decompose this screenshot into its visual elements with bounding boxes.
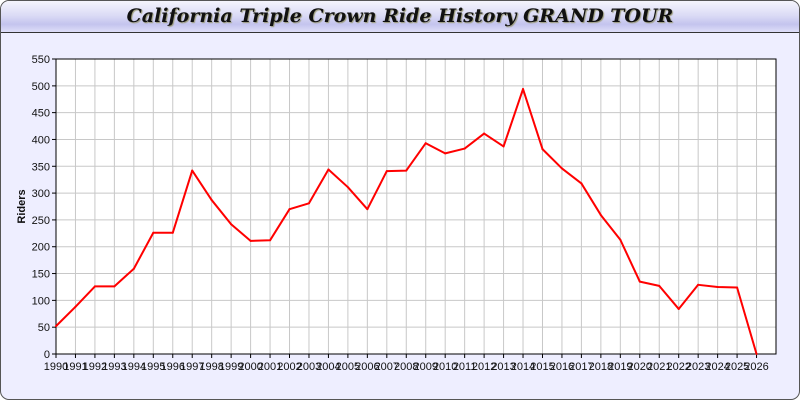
x-tick-label: 2010 [433, 361, 457, 373]
data-point [658, 284, 661, 287]
data-point [113, 285, 116, 288]
x-tick-label: 2023 [686, 361, 710, 373]
x-tick-label: 2000 [238, 361, 262, 373]
data-point [93, 285, 96, 288]
x-tick-label: 1991 [63, 361, 87, 373]
x-tick-label: 2008 [394, 361, 418, 373]
y-tick-label: 500 [32, 81, 50, 93]
title-bar: California Triple Crown Ride History GRA… [1, 1, 799, 33]
plot-border [55, 58, 777, 355]
x-tick-label: 1993 [102, 361, 126, 373]
x-tick-label: 2007 [375, 361, 399, 373]
data-point [483, 132, 486, 135]
x-tick-label: 1990 [44, 361, 68, 373]
data-point [541, 148, 544, 151]
data-point [366, 208, 369, 211]
x-tick-label: 2012 [472, 361, 496, 373]
x-tick-label: 2020 [628, 361, 652, 373]
data-point [502, 145, 505, 148]
data-point [132, 267, 135, 270]
data-point [191, 169, 194, 172]
data-point [307, 202, 310, 205]
data-point [230, 223, 233, 226]
y-tick-label: 100 [32, 295, 50, 307]
y-tick-label: 0 [44, 349, 50, 361]
y-axis-label: Riders [16, 189, 28, 223]
data-point [677, 307, 680, 310]
x-tick-label: 2016 [550, 361, 574, 373]
x-tick-label: 2001 [258, 361, 282, 373]
x-tick-label: 2015 [530, 361, 554, 373]
x-tick-label: 2021 [647, 361, 671, 373]
x-tick-label: 2019 [608, 361, 632, 373]
data-point [716, 285, 719, 288]
y-tick-label: 400 [32, 134, 50, 146]
data-point [385, 170, 388, 173]
x-tick-label: 2018 [589, 361, 613, 373]
data-point [74, 305, 77, 308]
x-tick-label: 2014 [511, 361, 535, 373]
y-tick-label: 150 [32, 269, 50, 281]
x-tick-label: 2009 [413, 361, 437, 373]
data-point [522, 88, 525, 91]
data-point [346, 186, 349, 189]
x-tick-label: 1995 [141, 361, 165, 373]
data-point [210, 199, 213, 202]
data-point [327, 168, 330, 171]
data-point [736, 286, 739, 289]
x-tick-label: 2022 [666, 361, 690, 373]
x-tick-label: 2024 [705, 361, 729, 373]
data-point [619, 238, 622, 241]
y-tick-label: 350 [32, 161, 50, 173]
data-point [171, 231, 174, 234]
data-point [269, 239, 272, 242]
x-tick-label: 2026 [744, 361, 768, 373]
data-point [638, 280, 641, 283]
y-tick-label: 550 [32, 54, 50, 66]
x-tick-label: 2013 [491, 361, 515, 373]
data-point [755, 353, 758, 355]
y-tick-label: 300 [32, 188, 50, 200]
x-tick-label: 1994 [122, 361, 146, 373]
plot-area [56, 59, 776, 354]
data-point [249, 239, 252, 242]
y-tick-label: 450 [32, 108, 50, 120]
x-tick-label: 1998 [199, 361, 223, 373]
data-point [580, 182, 583, 185]
data-point [560, 167, 563, 170]
x-tick-label: 2004 [316, 361, 340, 373]
x-tick-label: 2003 [297, 361, 321, 373]
y-tick-label: 200 [32, 242, 50, 254]
x-tick-label: 2017 [569, 361, 593, 373]
x-tick-label: 1996 [161, 361, 185, 373]
x-tick-label: 1999 [219, 361, 243, 373]
data-point [405, 169, 408, 172]
data-point [444, 152, 447, 155]
x-tick-label: 2006 [355, 361, 379, 373]
x-tick-label: 2005 [336, 361, 360, 373]
data-point [697, 283, 700, 286]
y-tick-label: 250 [32, 215, 50, 227]
x-tick-label: 2002 [277, 361, 301, 373]
x-tick-label: 1997 [180, 361, 204, 373]
data-point [152, 231, 155, 234]
x-tick-label: 2025 [725, 361, 749, 373]
data-point [599, 214, 602, 217]
data-point [288, 208, 291, 211]
data-point [424, 142, 427, 145]
x-tick-label: 1992 [83, 361, 107, 373]
chart-title: California Triple Crown Ride History GRA… [126, 5, 674, 27]
y-tick-label: 50 [38, 322, 50, 334]
x-tick-label: 2011 [453, 361, 477, 373]
data-point [55, 325, 57, 328]
data-point [463, 147, 466, 150]
